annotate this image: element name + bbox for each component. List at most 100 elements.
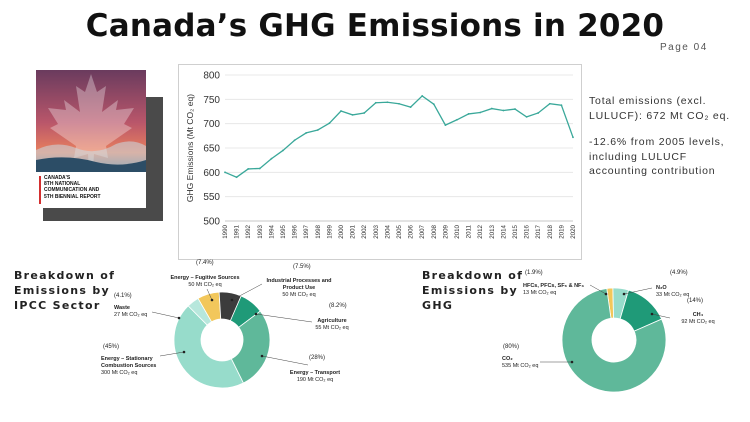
pie2-ch4-percent: (14%) xyxy=(687,298,704,304)
pie2-ch4-value: 92 Mt CO₂ eq xyxy=(681,319,715,325)
pie2-co2-percent: (80%) xyxy=(503,344,520,350)
pie1-stationary-label: Energy – Stationary Combustion Sources 30… xyxy=(101,356,161,377)
x-tick-label-2003: 2003 xyxy=(373,224,380,238)
x-tick-label-1997: 1997 xyxy=(303,224,310,238)
pie1-fugitive-name: Energy – Fugitive Sources xyxy=(170,275,240,281)
pie1-transport-name: Energy – Transport xyxy=(289,370,341,376)
x-tick-label-2005: 2005 xyxy=(396,224,403,238)
x-tick-label-1994: 1994 xyxy=(268,224,275,238)
data-point-2020 xyxy=(572,136,574,139)
data-point-1994 xyxy=(270,157,273,160)
pie1-transport-percent: (28%) xyxy=(309,355,326,361)
x-tick-label-2016: 2016 xyxy=(524,224,531,238)
x-tick-label-2009: 2009 xyxy=(442,224,449,238)
data-point-2009 xyxy=(444,124,447,127)
pie2-hfcs-leader xyxy=(589,284,607,295)
pie1-stationary-percent: (45%) xyxy=(103,344,120,350)
x-tick-label-2019: 2019 xyxy=(558,224,565,238)
page-title: Canada’s GHG Emissions in 2020 xyxy=(85,8,665,44)
pie1-fugitive-value: 50 Mt CO₂ eq xyxy=(188,282,222,288)
y-tick-label-550: 550 xyxy=(203,192,220,203)
x-tick-label-2001: 2001 xyxy=(350,224,357,238)
ghg-breakdown-title: Breakdown of Emissions by GHG xyxy=(422,269,524,312)
data-point-1997 xyxy=(305,132,308,134)
data-point-1995 xyxy=(282,149,284,152)
pie2-n2o-leader xyxy=(623,287,653,295)
pie2-co2-dot xyxy=(570,360,574,364)
pie1-waste-value: 27 Mt CO₂ eq xyxy=(114,312,148,318)
y-tick-label-750: 750 xyxy=(203,95,220,106)
cover-line-2: 8TH NATIONAL xyxy=(44,181,81,188)
ipcc-slice-4 xyxy=(173,305,244,389)
pie1-transport-value: 190 Mt CO₂ eq xyxy=(296,377,334,383)
ghg-slice-3 xyxy=(561,288,667,393)
pie1-industrial-percent: (7.5%) xyxy=(293,264,311,270)
data-point-2014 xyxy=(502,109,505,112)
x-tick-label-1991: 1991 xyxy=(234,224,241,238)
cover-line-1: CANADA'S xyxy=(44,175,71,181)
data-point-2005 xyxy=(398,102,400,105)
pie2-n2o-value: 33 Mt CO₂ eq xyxy=(656,292,690,298)
ipcc-slice-5 xyxy=(187,297,213,326)
cover-line-3: COMMUNICATION AND xyxy=(44,187,100,194)
pie1-agriculture-dot xyxy=(254,312,258,316)
x-tick-label-2015: 2015 xyxy=(512,224,519,238)
x-tick-label-2020: 2020 xyxy=(570,224,577,238)
pie1-industrial-value: 50 Mt CO₂ eq xyxy=(282,292,316,298)
pie1-stationary-leader xyxy=(159,351,185,357)
data-point-2001 xyxy=(351,114,354,116)
x-tick-label-2013: 2013 xyxy=(489,224,496,238)
emissions-line-chart-frame: 500 550 600 650 700 750 800 1990 1991 1992 1993 199… xyxy=(178,64,582,260)
pie1-fugitive-leader xyxy=(206,288,213,301)
data-point-2017 xyxy=(537,112,540,114)
pie1-industrial-leader xyxy=(231,283,263,301)
pie1-waste-label: Waste 27 Mt CO₂ eq xyxy=(114,305,174,319)
x-tick-label-1995: 1995 xyxy=(280,224,287,238)
pie1-agriculture-value: 55 Mt CO₂ eq xyxy=(315,325,349,331)
x-tick-label-2014: 2014 xyxy=(500,224,507,238)
pie2-n2o-dot xyxy=(622,292,626,296)
pie2-hfcs-percent: (1.9%) xyxy=(525,270,543,276)
pie2-co2-name: CO₂ xyxy=(502,356,513,362)
pie1-transport-label: Energy – Transport 190 Mt CO₂ eq xyxy=(270,370,360,384)
pie2-hfcs-dot xyxy=(604,292,608,296)
pie1-agriculture-percent: (8.2%) xyxy=(329,303,347,309)
pie1-agriculture-label: Agriculture 55 Mt CO₂ eq xyxy=(312,318,352,332)
x-tick-label-2004: 2004 xyxy=(384,224,391,238)
pie1-industrial-name: Industrial Processes and Product Use xyxy=(266,278,332,291)
pie1-waste-percent: (4.1%) xyxy=(114,293,132,299)
data-point-1996 xyxy=(293,139,296,142)
pie2-co2-label: CO₂ 535 Mt CO₂ eq xyxy=(502,356,562,370)
data-point-1991 xyxy=(235,176,238,179)
pie2-ch4-dot xyxy=(650,312,654,316)
data-point-2016 xyxy=(525,115,528,118)
pie1-transport-dot xyxy=(260,354,264,358)
y-tick-label-500: 500 xyxy=(203,217,220,228)
data-point-2006 xyxy=(409,106,412,109)
change-from-2005-text: -12.6% from 2005 levels, including LULUC… xyxy=(589,136,725,177)
y-axis-label: GHG Emissions (Mt CO₂ eq) xyxy=(185,94,195,202)
data-point-2010 xyxy=(456,118,458,121)
pie1-industrial-label: Industrial Processes and Product Use 50 M… xyxy=(259,278,339,299)
cover-accent-bar xyxy=(39,176,41,204)
pie2-hfcs-name: HFCs, PFCs, SF₆ & NF₃ xyxy=(523,283,584,289)
emissions-line-chart: 500 550 600 650 700 750 800 1990 1991 1992 1993 199… xyxy=(185,71,577,239)
data-point-2018 xyxy=(548,102,551,105)
pie1-fugitive-percent: (7.4%) xyxy=(196,260,214,266)
pie1-agriculture-leader xyxy=(255,313,313,323)
x-tick-label-2017: 2017 xyxy=(535,224,542,238)
cover-caption: CANADA'S 8TH NATIONAL COMMUNICATION AND … xyxy=(36,172,146,208)
data-point-2012 xyxy=(479,111,482,114)
data-point-2007 xyxy=(421,95,424,97)
x-tick-label-1990: 1990 xyxy=(222,224,229,238)
data-point-1999 xyxy=(328,122,331,125)
x-tick-label-1998: 1998 xyxy=(315,224,322,238)
data-point-2000 xyxy=(340,110,342,112)
pie1-transport-leader xyxy=(261,355,309,366)
x-tick-label-2018: 2018 xyxy=(547,224,554,238)
data-point-2011 xyxy=(467,113,470,115)
pie2-n2o-percent: (4.9%) xyxy=(670,270,688,276)
x-tick-label-1996: 1996 xyxy=(292,224,299,238)
data-point-1992 xyxy=(247,168,250,170)
data-point-1990 xyxy=(224,171,226,174)
